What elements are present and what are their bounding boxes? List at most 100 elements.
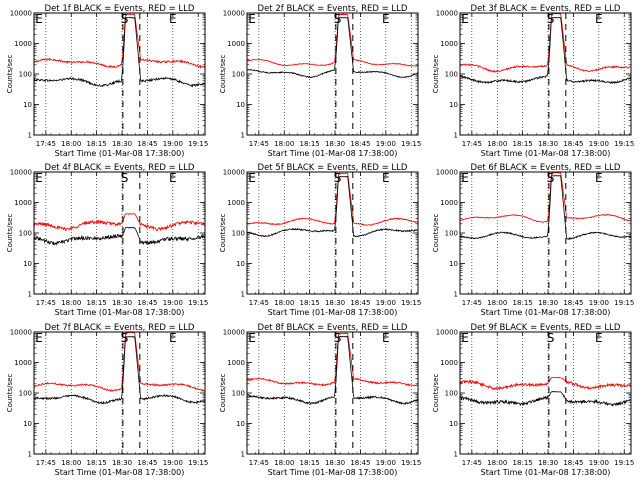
start-marker-label: S [121, 12, 129, 26]
series-line-events [34, 226, 205, 246]
y-tick-label: 100 [232, 230, 245, 238]
edge-marker-label: E [461, 171, 469, 185]
panel-title: Det 3f BLACK = Events, RED = LLD [471, 4, 621, 14]
y-tick-label: 10000 [10, 10, 32, 18]
y-tick-label: 1 [28, 132, 32, 140]
end-marker-label: E [595, 12, 603, 26]
x-tick-label: 18:30 [112, 459, 132, 467]
x-tick-label: 17:45 [249, 459, 269, 467]
x-tick-label: 18:30 [538, 459, 558, 467]
y-tick-label: 1000 [227, 199, 245, 207]
panel-title: Det 6f BLACK = Events, RED = LLD [471, 163, 621, 173]
x-tick-label: 18:45 [350, 459, 370, 467]
start-marker-label: S [334, 171, 342, 185]
series-line-events [247, 335, 418, 406]
x-axis-label: Start Time (01-Mar-08 17:38:00) [55, 149, 185, 158]
y-tick-label: 1000 [227, 359, 245, 367]
plot-frame [459, 12, 632, 136]
series-line-events [460, 390, 631, 407]
series-line-events [460, 16, 631, 85]
x-tick-label: 18:00 [487, 140, 507, 148]
y-tick-label: 10000 [223, 169, 245, 177]
x-tick-label: 18:00 [61, 299, 81, 307]
x-tick-label: 17:45 [249, 140, 269, 148]
series-line-lld [34, 13, 205, 69]
x-tick-label: 19:15 [188, 299, 208, 307]
plot-frame [33, 12, 206, 136]
x-tick-label: 19:15 [614, 140, 634, 148]
x-tick-label: 19:00 [163, 140, 183, 148]
y-tick-label: 100 [445, 71, 458, 79]
x-tick-label: 19:00 [163, 299, 183, 307]
series-line-events [247, 16, 418, 79]
end-marker-label: E [169, 12, 177, 26]
x-tick-label: 17:45 [36, 299, 56, 307]
y-tick-label: 10000 [223, 329, 245, 337]
x-axis-label: Start Time (01-Mar-08 17:38:00) [481, 308, 611, 317]
y-tick-label: 10000 [10, 329, 32, 337]
y-tick-label: 1000 [440, 359, 458, 367]
y-tick-label: 1000 [440, 199, 458, 207]
y-tick-label: 1000 [14, 199, 32, 207]
y-axis-label: Counts/sec [432, 214, 440, 253]
x-tick-label: 18:45 [350, 299, 370, 307]
y-axis-label: Counts/sec [219, 374, 227, 413]
x-tick-label: 18:15 [300, 299, 320, 307]
x-tick-label: 18:15 [513, 299, 533, 307]
y-tick-label: 10000 [223, 10, 245, 18]
start-marker-label: S [547, 171, 555, 185]
y-axis-label: Counts/sec [219, 55, 227, 94]
x-tick-label: 18:00 [487, 299, 507, 307]
y-tick-label: 1000 [227, 40, 245, 48]
edge-marker-label: E [248, 12, 256, 26]
x-tick-label: 19:00 [376, 459, 396, 467]
start-marker-label: S [121, 171, 129, 185]
x-tick-label: 18:15 [87, 140, 107, 148]
x-tick-label: 18:45 [137, 459, 157, 467]
x-tick-label: 19:00 [589, 459, 609, 467]
y-tick-label: 1 [454, 132, 458, 140]
x-tick-label: 18:30 [112, 140, 132, 148]
panel-title: Det 7f BLACK = Events, RED = LLD [45, 323, 195, 333]
y-tick-label: 1 [241, 132, 245, 140]
y-tick-label: 1000 [440, 40, 458, 48]
plot-frame [459, 331, 632, 455]
x-tick-label: 19:00 [376, 299, 396, 307]
y-tick-label: 10 [236, 101, 245, 109]
y-tick-label: 100 [232, 71, 245, 79]
panel-title: Det 1f BLACK = Events, RED = LLD [45, 4, 195, 14]
end-marker-label: E [169, 171, 177, 185]
y-tick-label: 1 [454, 451, 458, 459]
series-line-lld [247, 13, 418, 67]
y-tick-label: 10000 [436, 329, 458, 337]
x-tick-label: 18:15 [300, 140, 320, 148]
x-tick-label: 19:15 [401, 140, 421, 148]
y-tick-label: 1 [28, 451, 32, 459]
x-tick-label: 17:45 [36, 140, 56, 148]
x-tick-label: 18:45 [563, 299, 583, 307]
edge-marker-label: E [461, 12, 469, 26]
x-tick-label: 18:15 [87, 459, 107, 467]
x-tick-label: 18:00 [487, 459, 507, 467]
x-axis-label: Start Time (01-Mar-08 17:38:00) [481, 149, 611, 158]
x-tick-label: 19:15 [188, 140, 208, 148]
plot-frame [246, 12, 419, 136]
x-tick-label: 19:15 [188, 459, 208, 467]
end-marker-label: E [382, 331, 390, 345]
end-marker-label: E [382, 171, 390, 185]
y-tick-label: 100 [445, 390, 458, 398]
x-axis-label: Start Time (01-Mar-08 17:38:00) [55, 468, 185, 477]
edge-marker-label: E [35, 171, 43, 185]
y-tick-label: 100 [19, 71, 32, 79]
series-line-events [460, 175, 631, 241]
x-tick-label: 18:30 [325, 140, 345, 148]
x-tick-label: 18:30 [325, 299, 345, 307]
